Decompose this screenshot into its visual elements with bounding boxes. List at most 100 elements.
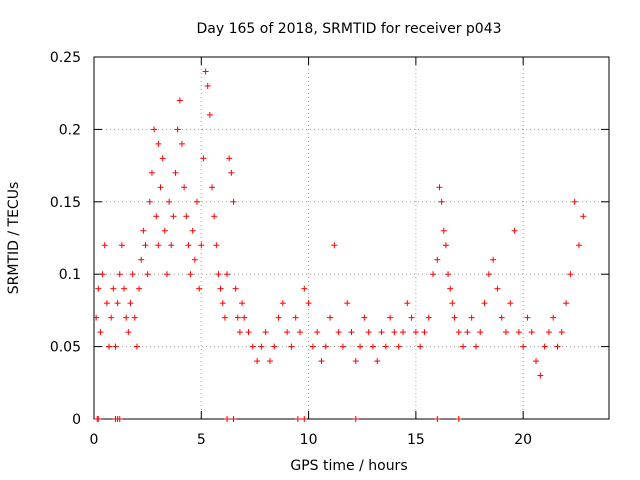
data-point [114,300,121,307]
data-point [249,343,256,350]
data-point [123,314,130,321]
data-point [198,242,205,249]
data-point [455,416,462,422]
data-point [421,329,428,336]
data-point [494,285,501,292]
data-point [520,343,527,350]
data-point [93,314,100,321]
data-point [266,358,273,365]
data-point [357,343,364,350]
data-point [335,329,342,336]
data-point [395,343,402,350]
data-point [344,300,351,307]
data-point [485,271,492,278]
data-point [232,285,239,292]
data-point [498,314,505,321]
data-point [142,242,149,249]
data-point [294,416,301,422]
data-point [133,343,140,350]
data-point [511,227,518,234]
data-point [174,126,181,133]
x-axis-label: GPS time / hours [290,458,407,474]
y-axis-label: SRMTID / TECUs [6,182,22,295]
data-point [580,213,587,220]
data-point [99,271,106,278]
data-point [567,271,574,278]
data-point [387,314,394,321]
data-point [106,343,113,350]
data-point [116,416,123,422]
plot-frame [93,56,610,420]
data-point [440,227,447,234]
x-tick-label: 15 [407,432,425,448]
data-point [436,184,443,191]
data-point [166,198,173,205]
data-point [236,329,243,336]
data-point [348,329,355,336]
data-point [168,242,175,249]
data-point [369,343,376,350]
data-point [442,242,449,249]
data-point [408,314,415,321]
data-point [224,271,231,278]
data-point [155,140,162,147]
data-point [477,329,484,336]
data-point [301,285,308,292]
data-point [339,343,346,350]
data-point [412,329,419,336]
data-point [275,314,282,321]
data-point [161,227,168,234]
data-point [481,300,488,307]
data-point [507,300,514,307]
data-point [202,68,209,75]
data-point [451,314,458,321]
data-point [95,416,102,422]
data-point [464,329,471,336]
data-point [239,300,246,307]
data-point [305,300,312,307]
data-point [524,314,531,321]
data-point [187,271,194,278]
y-tick-label: 0.15 [50,195,81,211]
data-point [279,300,286,307]
data-point [288,343,295,350]
data-point [378,329,385,336]
y-tick-label: 0.25 [50,50,81,66]
data-point [515,329,522,336]
data-point [468,314,475,321]
data-point [108,314,115,321]
data-point [185,242,192,249]
data-point [178,140,185,147]
data-point [110,285,117,292]
data-point [95,285,102,292]
data-point [181,184,188,191]
data-point [404,300,411,307]
data-point [460,343,467,350]
data-point [226,155,233,162]
data-point [129,271,136,278]
data-point [213,242,220,249]
data-point [301,416,308,422]
data-point [284,329,291,336]
data-point [528,329,535,336]
data-point [292,314,299,321]
data-point [217,285,224,292]
data-point [234,314,241,321]
data-point [157,184,164,191]
data-point [533,358,540,365]
data-point [430,271,437,278]
data-point [322,343,329,350]
data-point [189,227,196,234]
grid [94,57,609,419]
x-tick-label: 10 [300,432,318,448]
data-point [455,329,462,336]
data-point [176,97,183,104]
data-point [200,155,207,162]
data-point [138,256,145,263]
data-point [361,314,368,321]
data-point [194,198,200,205]
data-point [118,242,125,249]
data-point [365,329,372,336]
data-point [219,300,226,307]
